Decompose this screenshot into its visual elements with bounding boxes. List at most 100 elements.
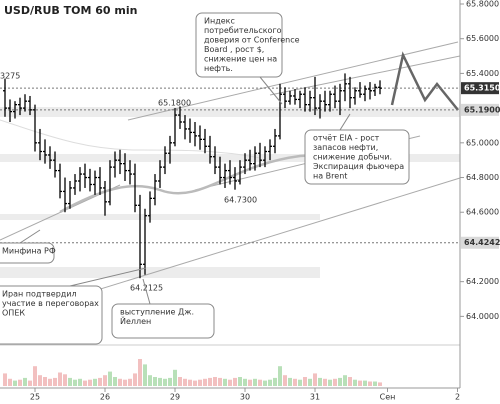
ohlc-bar bbox=[3, 78, 7, 117]
callout-text: Йеллен bbox=[120, 315, 151, 326]
volume-bar bbox=[343, 375, 347, 386]
volume-bar bbox=[273, 377, 277, 386]
volume-bar bbox=[313, 373, 317, 386]
ohlc-bar bbox=[203, 128, 207, 154]
callout-text: снижение цен на bbox=[204, 55, 277, 64]
price-marker bbox=[461, 82, 499, 95]
volume-bar bbox=[208, 377, 212, 386]
callout-box bbox=[195, 12, 283, 78]
volume-bar bbox=[333, 378, 337, 386]
ohlc-bar bbox=[303, 87, 307, 112]
price-marker-label: 65.1900 bbox=[464, 105, 500, 114]
volume-bar bbox=[218, 377, 222, 386]
ohlc-bar bbox=[353, 87, 357, 105]
ohlc-bar bbox=[363, 85, 367, 102]
volume-bar bbox=[58, 372, 62, 386]
volume-bar bbox=[233, 377, 237, 386]
projection bbox=[390, 51, 459, 111]
volume-bar bbox=[353, 379, 357, 386]
volume-bar bbox=[253, 378, 257, 386]
ohlc-bar bbox=[368, 82, 372, 100]
ohlc-bar bbox=[188, 118, 192, 143]
volume-bar bbox=[283, 375, 287, 386]
callout-pointer bbox=[339, 113, 351, 131]
ohlc-bar bbox=[318, 94, 322, 119]
ohlc-bar bbox=[298, 90, 302, 109]
ohlc-bar bbox=[158, 160, 162, 188]
ohlc-bar bbox=[63, 177, 67, 213]
ohlc-bar bbox=[68, 181, 72, 209]
ohlc-bar bbox=[323, 90, 327, 112]
volume-bar bbox=[53, 377, 57, 386]
volume-bar bbox=[28, 380, 32, 386]
volume-bar bbox=[163, 378, 167, 386]
y-tick-label: 65.8000 bbox=[466, 0, 499, 8]
ohlc-bar bbox=[8, 99, 12, 122]
volume-bar bbox=[268, 379, 272, 386]
ohlc-bar bbox=[253, 146, 257, 171]
volume-bar bbox=[323, 378, 327, 386]
x-tick-label: 31 bbox=[310, 393, 320, 402]
volume-bar bbox=[293, 378, 297, 386]
volume-bar bbox=[138, 359, 142, 386]
volume-bar bbox=[23, 377, 27, 386]
volume-bar bbox=[3, 373, 7, 386]
volume-bar bbox=[68, 377, 72, 386]
volume-bar bbox=[8, 378, 12, 386]
ohlc-bar bbox=[88, 168, 92, 192]
ohlc-bar bbox=[243, 153, 247, 175]
volume-bar bbox=[168, 377, 172, 386]
volume-bar bbox=[123, 379, 127, 386]
ohlc-bar bbox=[38, 128, 42, 161]
ohlc-bar bbox=[178, 106, 182, 129]
ohlc-bar bbox=[138, 194, 142, 279]
volume-bar bbox=[48, 378, 52, 386]
volume-bar bbox=[33, 366, 37, 386]
ohlc-bar bbox=[78, 167, 82, 192]
callout-text: участие в переговорах bbox=[2, 299, 99, 308]
volume-bar bbox=[308, 378, 312, 386]
ohlc-bar bbox=[328, 90, 332, 112]
volume-bar bbox=[78, 378, 82, 386]
ohlc-bar bbox=[338, 83, 342, 116]
ohlc-bar bbox=[358, 82, 362, 98]
ohlc-bar bbox=[273, 128, 277, 154]
price-marker-label: 65.3150 bbox=[464, 84, 500, 93]
ohlc-bar bbox=[283, 87, 287, 109]
ohlc-bar bbox=[93, 170, 97, 195]
ohlc-bar bbox=[168, 135, 172, 164]
ohlc-bar bbox=[218, 156, 222, 185]
callout-text: Board , рост $, bbox=[204, 45, 264, 54]
callout-text: доверия от Conference bbox=[204, 36, 300, 45]
volume-bar bbox=[228, 379, 232, 386]
ohlc-bar bbox=[83, 163, 87, 188]
volume-bar bbox=[303, 377, 307, 386]
ohlc-bar bbox=[128, 160, 132, 185]
volume-bar bbox=[278, 366, 282, 386]
y-tick-label: 64.0000 bbox=[466, 312, 499, 321]
ohlc-bar bbox=[43, 139, 47, 164]
volume-bar bbox=[173, 369, 177, 386]
volume-bar bbox=[213, 377, 217, 386]
volume-bar bbox=[148, 375, 152, 386]
ohlc-bar bbox=[213, 146, 217, 175]
ohlc-bar bbox=[148, 191, 152, 223]
volume-bar bbox=[18, 379, 22, 386]
volume-bar bbox=[193, 380, 197, 386]
volume-bar bbox=[198, 379, 202, 386]
volume-bar bbox=[83, 380, 87, 386]
price-label: 64.7300 bbox=[224, 196, 257, 205]
ohlc-bar bbox=[268, 139, 272, 161]
ohlc-bar bbox=[223, 163, 227, 188]
ohlc-bar bbox=[18, 97, 22, 116]
callout-text: Экспирация фьючера bbox=[313, 162, 404, 171]
y-tick-label: 65.6000 bbox=[466, 34, 499, 43]
ohlc-bar bbox=[193, 121, 197, 147]
volume-bar bbox=[188, 379, 192, 386]
volume-bar bbox=[88, 379, 92, 386]
callout-text: на Brent bbox=[313, 172, 347, 181]
ohlc-bar bbox=[113, 151, 117, 178]
ohlc-bar bbox=[98, 167, 102, 195]
ohlc-bar bbox=[263, 146, 267, 168]
